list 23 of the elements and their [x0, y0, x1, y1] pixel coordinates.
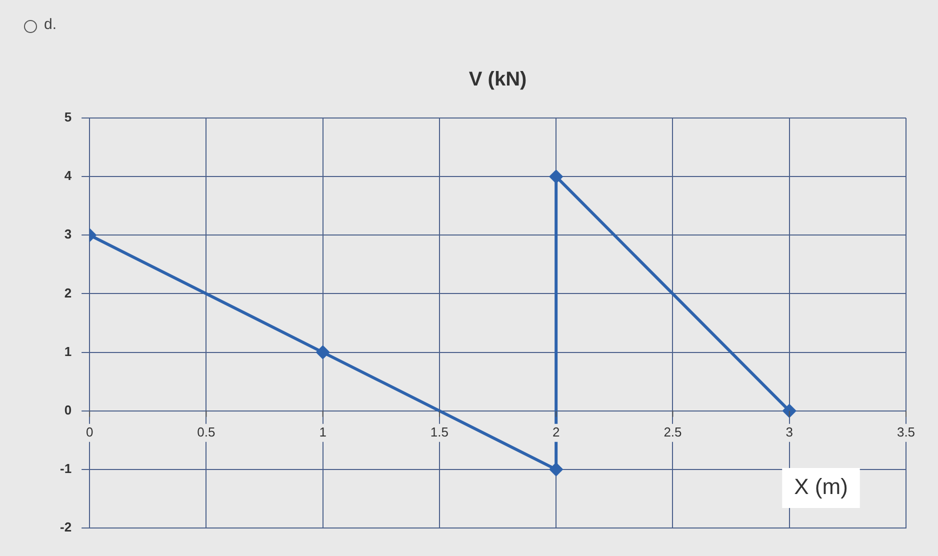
- text: d.: [44, 16, 57, 33]
- y-tick-label: -1: [60, 461, 72, 476]
- point: [550, 170, 563, 184]
- y-tick-label: 2: [64, 285, 72, 300]
- point: [550, 462, 563, 476]
- x-tick-label: 0.5: [197, 424, 216, 440]
- point: [782, 404, 796, 418]
- y-tick-label: 0: [64, 402, 72, 418]
- x-tick-label: 1: [319, 424, 326, 440]
- chart-title: V (kN): [468, 68, 527, 91]
- y-tick-label: 5: [64, 110, 72, 125]
- y-tick-label: 1: [64, 344, 72, 359]
- x-tick-label: 2.5: [664, 424, 682, 440]
- x-tick-label: 0: [86, 424, 94, 440]
- x-axis-title: X (m): [794, 474, 848, 500]
- x-tick-label: 3.5: [896, 424, 916, 440]
- x-tick-label: 3: [786, 424, 793, 440]
- x-tick-label: 1.5: [430, 424, 448, 440]
- y-tick-label: 4: [64, 168, 72, 184]
- y-tick-label: -2: [60, 520, 72, 535]
- y-tick-label: 3: [64, 226, 72, 242]
- x-tick-label: 2: [552, 424, 560, 440]
- point: [316, 346, 330, 359]
